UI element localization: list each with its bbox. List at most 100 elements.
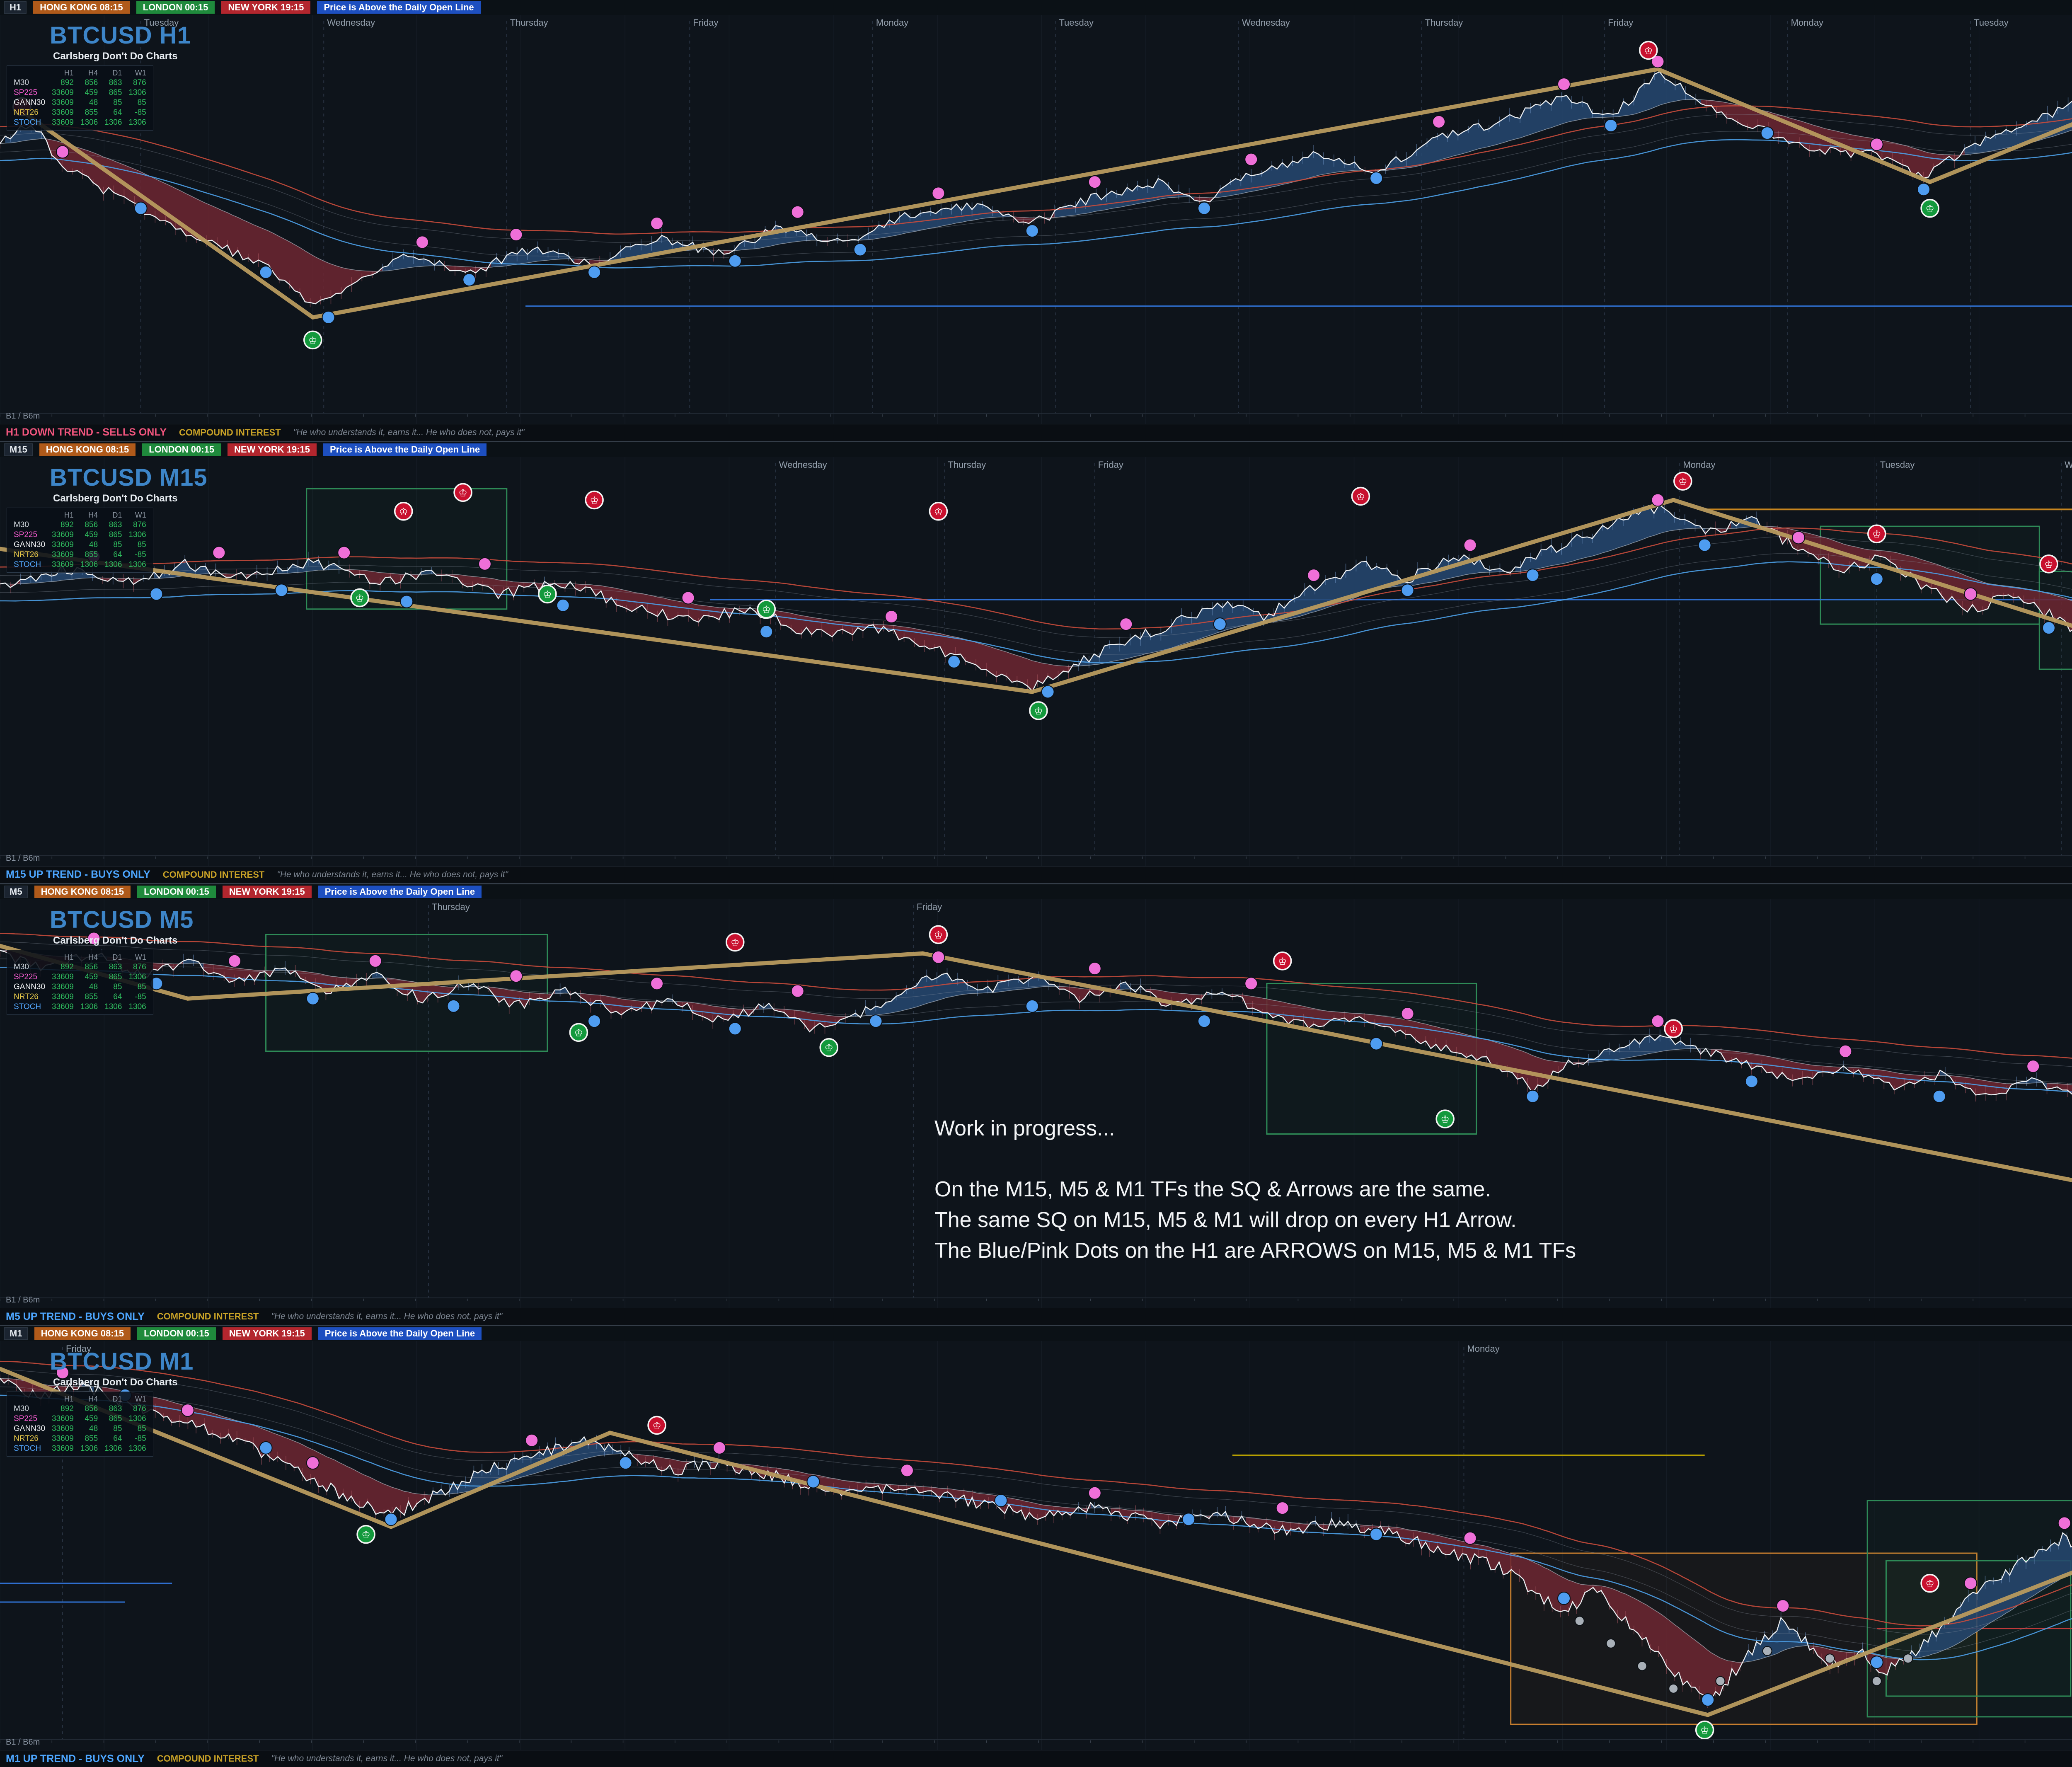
compound-interest-quote: "He who understands it, earns it... He w…: [277, 869, 508, 879]
svg-text:♔: ♔: [355, 593, 364, 604]
session-chip: HONG KONG 08:15: [39, 443, 136, 456]
annotation-line: On the M15, M5 & M1 TFs the SQ & Arrows …: [934, 1177, 1491, 1202]
chart-buttons-tag[interactable]: B1 / B6m: [6, 411, 40, 421]
carlsberg-badge-icon: ♔: [726, 932, 745, 951]
carlsberg-badge-icon: ♔: [1639, 41, 1658, 60]
ma-upper-line: [0, 105, 2072, 235]
day-label: Monday: [1791, 17, 1823, 28]
session-chip: HONG KONG 08:15: [34, 885, 131, 898]
compound-interest-label: COMPOUND INTEREST: [157, 1753, 259, 1764]
carlsberg-badge-icon: ♔: [1920, 1574, 1939, 1593]
trend-status: M15 UP TREND - BUYS ONLY: [6, 869, 150, 880]
day-label: Wednesday: [2065, 460, 2072, 470]
legend-table: H1 H4 D1 W1 M30 892 856 863 876 SP225 33609 459 865 1…: [14, 953, 146, 1011]
day-label: Monday: [876, 17, 908, 28]
day-label: Tuesday: [1974, 17, 2009, 28]
indicator-legend: H1 H4 D1 W1 M30 892 856 863 876 SP225 33609 459 865 1…: [7, 65, 153, 131]
chart-title: BTCUSD M5: [50, 906, 194, 933]
svg-text:♔: ♔: [1669, 1024, 1678, 1035]
compound-interest-label: COMPOUND INTEREST: [162, 869, 265, 880]
ma-lower-line: [0, 1394, 2072, 1660]
trend-status: M1 UP TREND - BUYS ONLY: [6, 1752, 145, 1765]
ma-upper-line: [0, 527, 2072, 629]
signal-badges: ♔♔♔♔♔♔♔♔♔♔♔♔♔♔♔♔♔♔♔♔: [350, 472, 2058, 720]
daily-open-note: Price is Above the Daily Open Line: [318, 885, 482, 898]
chart-panel-m15: M15 HONG KONG 08:15 LONDON 00:15 NEW YORK 1…: [0, 442, 2072, 884]
signal-badges: ♔♔♔♔♔♔♔♔♔♔: [569, 925, 1683, 1128]
price-chart-m15[interactable]: Wednesday Thursday Friday Monday Tuesday Wedn…: [0, 457, 2072, 867]
svg-text:♔: ♔: [1034, 706, 1043, 717]
daily-open-note: Price is Above the Daily Open Line: [323, 443, 487, 456]
carlsberg-badge-icon: ♔: [453, 483, 472, 502]
trend-lines: [0, 498, 2072, 694]
price-chart-m1[interactable]: FridayMondayTuesday♔♔♔♔55500554005530055…: [0, 1341, 2072, 1750]
carlsberg-badge-icon: ♔: [929, 925, 948, 944]
day-label: Wednesday: [779, 460, 827, 470]
signal-dots: [56, 55, 1931, 324]
svg-text:♔: ♔: [824, 1042, 833, 1053]
compound-interest-quote: "He who understands it, earns it... He w…: [271, 1312, 503, 1322]
chart-buttons-tag[interactable]: B1 / B6m: [6, 1295, 40, 1305]
session-chip: HONG KONG 08:15: [34, 1327, 131, 1340]
chart-subtitle: Carlsberg Don't Do Charts: [53, 492, 178, 504]
carlsberg-badge-icon: ♔: [303, 330, 322, 350]
timeframe-chip: M15: [4, 443, 33, 456]
legend-table: H1 H4 D1 W1 M30 892 856 863 876 SP225 33609 459 865 1…: [14, 69, 146, 127]
session-chip: NEW YORK 19:15: [222, 885, 312, 898]
carlsberg-badge-icon: ♔: [819, 1038, 838, 1057]
ma-lower-line: [0, 139, 2072, 269]
svg-text:♔: ♔: [1925, 203, 1934, 215]
carlsberg-badge-icon: ♔: [356, 1525, 375, 1544]
svg-text:♔: ♔: [590, 495, 599, 506]
signal-badges: ♔ ♔ ♔ ♔: [356, 1416, 1939, 1740]
indicator-legend: H1 H4 D1 W1 M30 892 856 863 876 SP225 33609 459 865 1…: [7, 507, 153, 573]
carlsberg-badge-icon: ♔: [585, 490, 604, 510]
svg-text:♔: ♔: [1700, 1725, 1709, 1736]
svg-text:♔: ♔: [934, 506, 943, 518]
trend-lines: [13, 67, 2072, 320]
day-label: Wednesday: [327, 17, 375, 28]
svg-text:♔: ♔: [731, 937, 740, 948]
ma-lower-line: [0, 966, 2072, 1093]
chart-panel-m5: M5 HONG KONG 08:15 LONDON 00:15 NEW YORK 19…: [0, 884, 2072, 1326]
status-bar: M1 UP TREND - BUYS ONLY COMPOUND INTERES…: [0, 1750, 2072, 1767]
session-bar: H1 HONG KONG 08:15 LONDON 00:15 NEW YORK 19…: [0, 0, 2072, 15]
compound-interest-quote: "He who understands it, earns it... He w…: [293, 427, 525, 437]
annotation-line: [934, 1144, 1576, 1174]
session-chip: NEW YORK 19:15: [222, 1327, 312, 1340]
day-label: Friday: [66, 1343, 91, 1354]
day-label: Monday: [1683, 460, 1715, 470]
session-bar: M1 HONG KONG 08:15 LONDON 00:15 NEW YORK 19…: [0, 1326, 2072, 1341]
svg-text:♔: ♔: [934, 929, 943, 941]
chart-buttons-tag[interactable]: B1 / B6m: [6, 1738, 40, 1747]
legend-table: H1 H4 D1 W1 M30 892 856 863 876 SP225 33609 459 865 1…: [14, 511, 146, 569]
svg-text:♔: ♔: [2044, 559, 2053, 570]
price-chart-m5[interactable]: ThursdayFridayMondayTuesday♔♔♔♔♔♔♔♔♔♔562…: [0, 899, 2072, 1309]
timeframe-chip: M1: [4, 1327, 28, 1340]
ma-upper-line: [0, 1361, 2072, 1627]
chart-buttons-tag[interactable]: B1 / B6m: [6, 853, 40, 863]
carlsberg-badge-icon: ♔: [1664, 1019, 1683, 1038]
svg-text:♔: ♔: [399, 506, 408, 518]
carlsberg-badge-icon: ♔: [569, 1023, 588, 1042]
chart-panel-m1: M1 HONG KONG 08:15 LONDON 00:15 NEW YORK 19…: [0, 1326, 2072, 1767]
compound-interest-label: COMPOUND INTEREST: [157, 1311, 259, 1322]
timeframe-chip: H1: [4, 1, 27, 14]
compound-interest-quote: "He who understands it, earns it... He w…: [271, 1754, 503, 1763]
session-chip: LONDON 00:15: [142, 443, 221, 456]
carlsberg-badge-icon: ♔: [1273, 951, 1292, 971]
indicator-legend: H1 H4 D1 W1 M30 892 856 863 876 SP225 33609 459 865 1…: [7, 1392, 153, 1457]
session-bar: M15 HONG KONG 08:15 LONDON 00:15 NEW YORK 1…: [0, 442, 2072, 457]
price-line: [0, 949, 2072, 1096]
signal-badges: ♔♔♔♔♔♔: [12, 41, 1939, 350]
day-label: Friday: [693, 17, 718, 28]
svg-text:♔: ♔: [1925, 1578, 1934, 1590]
svg-text:♔: ♔: [1440, 1114, 1450, 1125]
indicator-legend: H1 H4 D1 W1 M30 892 856 863 876 SP225 33609 459 865 1…: [7, 949, 153, 1015]
carlsberg-badge-icon: ♔: [1029, 701, 1048, 720]
svg-text:♔: ♔: [1278, 956, 1287, 967]
day-label: Thursday: [948, 460, 986, 470]
carlsberg-badge-icon: ♔: [1435, 1109, 1455, 1128]
price-chart-h1[interactable]: Tuesday Wednesday Thursday Friday Monday Tues…: [0, 15, 2072, 424]
signal-dots: [87, 931, 2040, 1103]
